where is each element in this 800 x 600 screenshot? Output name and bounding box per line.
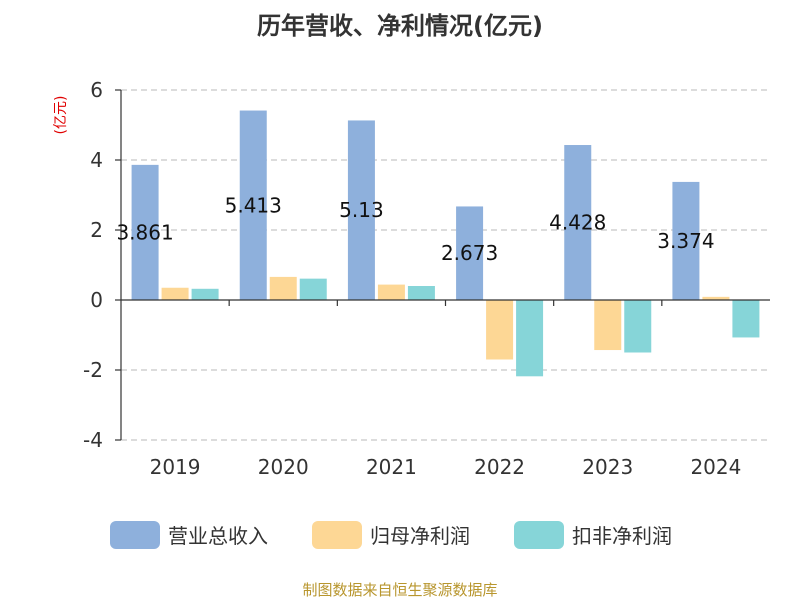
bar-2024-1 [702,296,730,300]
x-tick-label: 2019 [150,455,201,479]
bar-2019-2 [191,288,219,300]
gridlines [121,89,770,441]
bar-2023-2 [624,300,652,353]
data-labels: 3.861 5.413 5.13 2.673 4.428 3.374 [116,193,714,265]
bar-2019-1 [161,287,189,300]
chart-title: 历年营收、净利情况(亿元) [257,12,543,40]
data-label: 5.13 [339,198,384,222]
legend-label: 归母净利润 [370,524,470,548]
x-tick-label: 2020 [258,455,309,479]
source-note: 制图数据来自恒生聚源数据库 [302,581,497,599]
bar-2023-0 [564,145,592,300]
data-label: 3.374 [657,229,714,253]
legend-label: 营业总收入 [168,524,268,548]
y-tick-label: -2 [83,358,103,382]
y-tick-label: 6 [90,78,103,102]
legend-swatch [514,521,564,549]
data-label: 4.428 [549,211,606,235]
bar-2021-0 [347,120,375,300]
bar-2021-2 [407,286,435,300]
bar-2020-1 [269,276,297,300]
bars [131,110,760,377]
x-tick-label: 2023 [582,455,633,479]
bar-2021-1 [377,284,405,300]
bar-2019-0 [131,164,159,300]
data-label: 3.861 [116,220,173,244]
bar-2022-1 [486,300,514,360]
data-label: 5.413 [225,193,282,217]
y-tick-label: 0 [90,288,103,312]
bar-2022-2 [516,300,544,377]
y-tick-label: -4 [83,428,103,452]
bar-2023-1 [594,300,622,351]
legend-label: 扣非净利润 [572,524,672,548]
bar-2022-0 [456,206,484,300]
y-axis-unit: (亿元) [53,96,69,135]
legend-swatch [312,521,362,549]
x-tick-label: 2022 [474,455,525,479]
axes: -4 -2 0 2 4 6 2019 2020 2021 2022 2023 2024 [83,78,770,479]
bar-2020-0 [239,110,267,300]
bar-2024-0 [672,181,700,300]
legend: 营业总收入 归母净利润 扣非净利润 [110,521,672,549]
bar-2024-2 [732,300,760,338]
x-tick-label: 2021 [366,455,417,479]
data-label: 2.673 [441,241,498,265]
bar-2020-2 [299,278,327,300]
y-tick-label: 4 [90,148,103,172]
legend-swatch [110,521,160,549]
y-tick-label: 2 [90,218,103,242]
x-tick-label: 2024 [690,455,741,479]
